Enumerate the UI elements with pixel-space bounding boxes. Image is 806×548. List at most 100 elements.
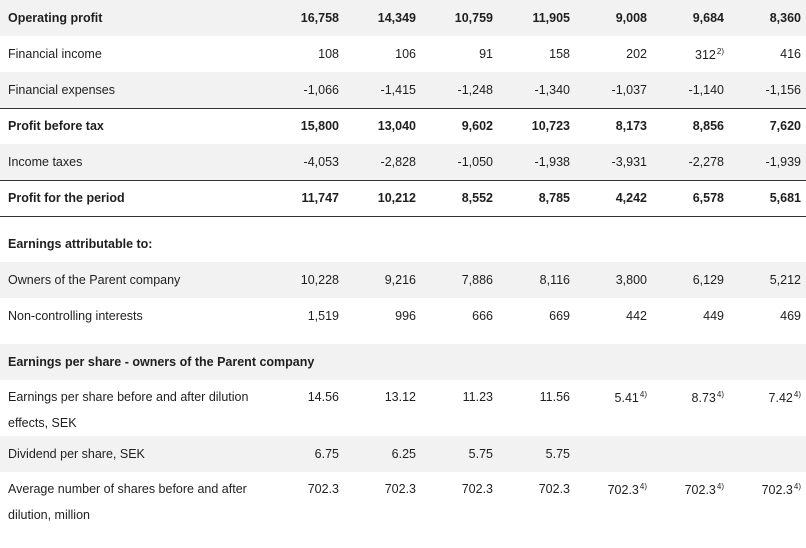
value-cell: 7,620	[769, 119, 801, 134]
row-label: Dividend per share, SEK	[0, 436, 268, 472]
value-cell: 6.75	[268, 436, 345, 472]
row-label: Income taxes	[0, 144, 268, 180]
footnote-marker: 4)	[793, 390, 801, 399]
value-cell: 702.3	[384, 482, 416, 496]
value-cell: 442	[626, 309, 647, 323]
value-cell: 7,886	[422, 262, 499, 298]
value-cell: 8,173	[615, 119, 647, 134]
spacer-cell	[0, 334, 806, 344]
value-cell: -1,050	[422, 144, 499, 180]
value-cell: 11.23	[462, 390, 493, 404]
value-cell: 10,212	[345, 179, 422, 217]
row-operating-profit: Operating profit 16,758 14,349 10,759 11,905…	[0, 0, 806, 36]
row-financial-income: Financial income 108 106 91 158 202 3122) 416	[0, 36, 806, 72]
value-cell: -1,938	[499, 144, 576, 180]
value-cell: 108	[318, 47, 339, 61]
row-label: Earnings attributable to:	[8, 237, 153, 251]
value-cell: 8,785	[499, 179, 576, 217]
footnote-marker: 4)	[793, 482, 801, 491]
value-cell: 10,759	[422, 0, 499, 36]
value-cell: 5.75	[422, 436, 499, 472]
row-label: Profit for the period	[0, 179, 268, 217]
value-cell: 6.25	[345, 436, 422, 472]
value-cell: 14.56	[307, 390, 339, 404]
value-cell: 11,905	[499, 0, 576, 36]
value-cell: 16,758	[268, 0, 345, 36]
value-cell: -1,939	[730, 144, 806, 180]
row-label: Operating profit	[0, 0, 268, 36]
value-cell: 91	[479, 47, 493, 61]
value-cell: -1,340	[499, 72, 576, 109]
financial-table-body: Operating profit 16,758 14,349 10,759 11,905…	[0, 0, 806, 528]
value-cell: 8.734)	[691, 390, 724, 405]
value-cell: 6,129	[653, 262, 730, 298]
value-cell: 9,684	[653, 0, 730, 36]
financial-table: Operating profit 16,758 14,349 10,759 11,905…	[0, 0, 806, 528]
row-label: Financial income	[8, 47, 102, 61]
value-cell: 10,228	[268, 262, 345, 298]
row-owners-of-the-parent-company: Owners of the Parent company 10,228 9,216 7…	[0, 262, 806, 298]
value-cell: -2,828	[345, 144, 422, 180]
value-cell: 469	[780, 309, 801, 323]
value-cell: 702.34)	[607, 482, 647, 497]
value-cell: -2,278	[653, 144, 730, 180]
value-cell: 7.424)	[768, 390, 801, 405]
value-cell: 106	[395, 47, 416, 61]
value-cell: 15,800	[300, 119, 339, 134]
value-cell: -1,415	[345, 72, 422, 109]
row-earnings-per-share-owners-of-the-parent-company: Earnings per share - owners of the Paren…	[0, 344, 806, 380]
value-cell: 702.3	[307, 482, 339, 496]
value-cell: 3,800	[576, 262, 653, 298]
value-cell: 4,242	[576, 179, 653, 217]
value-cell: 8,552	[422, 179, 499, 217]
value-cell: 702.34)	[761, 482, 801, 497]
value-cell: 5,212	[730, 262, 806, 298]
value-cell: -1,037	[576, 72, 653, 109]
row-earnings-attributable-to: Earnings attributable to:	[0, 226, 806, 262]
value-cell: 702.34)	[684, 482, 724, 497]
value-cell: 11.56	[539, 390, 570, 404]
value-cell: 3122)	[695, 46, 724, 62]
spacer-cell	[0, 216, 806, 226]
spacer-row	[0, 334, 806, 344]
value-cell: 8,360	[730, 0, 806, 36]
value-cell: 702.3	[538, 482, 570, 496]
value-cell: 1,519	[307, 309, 339, 323]
row-financial-expenses: Financial expenses -1,066 -1,415 -1,248 -1,3…	[0, 72, 806, 109]
value-cell: 5.75	[499, 436, 576, 472]
value-cell: 702.3	[461, 482, 493, 496]
value-cell	[576, 436, 653, 472]
value-cell: 6,578	[653, 179, 730, 217]
value-cell: 669	[549, 309, 570, 323]
footnote-marker: 4)	[716, 482, 724, 491]
value-cell: 416	[780, 47, 801, 61]
row-label: Profit before tax	[8, 119, 104, 134]
value-cell	[730, 436, 806, 472]
value-cell: -1,248	[422, 72, 499, 109]
value-cell: 5.414)	[614, 390, 647, 405]
value-cell: -1,140	[653, 72, 730, 109]
value-cell: 666	[472, 309, 493, 323]
row-label: Non-controlling interests	[8, 309, 143, 323]
row-earnings-per-share-before-and-after-dilution-effects-sek: Earnings per share before and after dilu…	[0, 380, 806, 436]
footnote-marker: 4)	[716, 390, 724, 399]
value-cell: -3,931	[576, 144, 653, 180]
value-cell: 5,681	[730, 179, 806, 217]
row-income-taxes: Income taxes -4,053 -2,828 -1,050 -1,938 -3,9…	[0, 144, 806, 180]
footnote-marker: 2)	[716, 46, 724, 56]
row-label: Average number of shares before and afte…	[8, 482, 247, 522]
value-cell: 9,216	[345, 262, 422, 298]
row-average-number-of-shares-before-and-after-dilution-million: Average number of shares before and afte…	[0, 472, 806, 528]
row-label: Earnings per share - owners of the Paren…	[0, 344, 806, 380]
value-cell: -1,156	[730, 72, 806, 109]
value-cell: 13,040	[377, 119, 416, 134]
row-label: Financial expenses	[0, 72, 268, 109]
value-cell: 9,008	[576, 0, 653, 36]
value-cell: 202	[626, 47, 647, 61]
row-profit-for-the-period: Profit for the period 11,747 10,212 8,552 8,…	[0, 179, 806, 217]
value-cell: 14,349	[345, 0, 422, 36]
value-cell: 996	[395, 309, 416, 323]
row-profit-before-tax: Profit before tax 15,800 13,040 9,602 10,723…	[0, 108, 806, 144]
row-label: Earnings per share before and after dilu…	[8, 390, 249, 430]
value-cell: 10,723	[531, 119, 570, 134]
